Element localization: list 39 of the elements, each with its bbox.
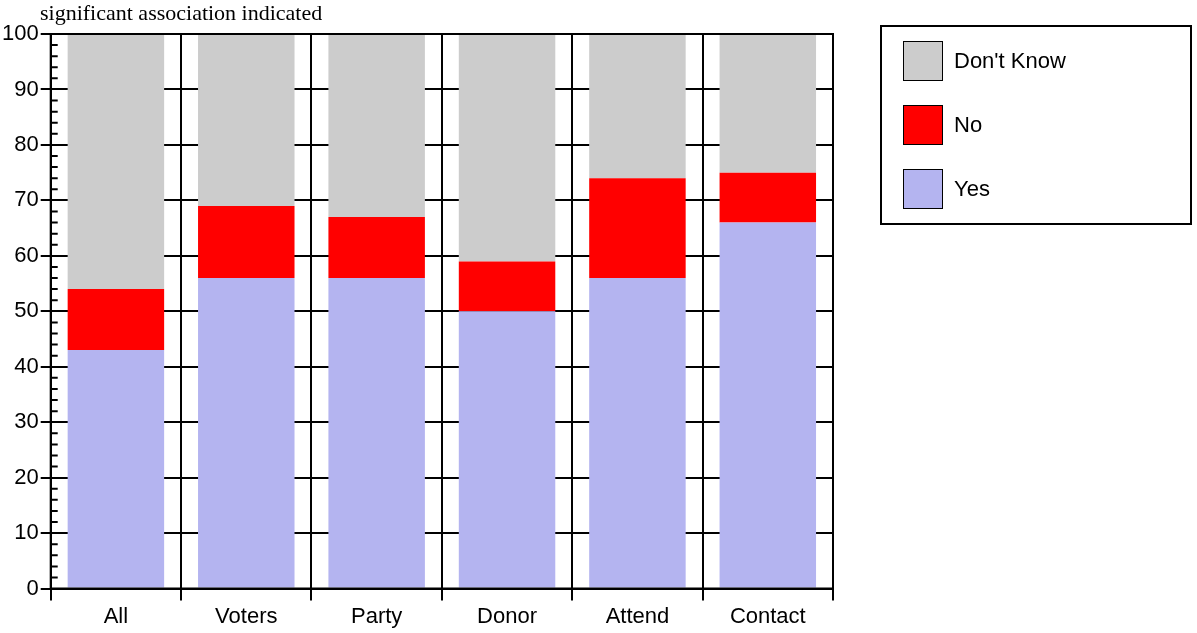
y-tick-label: 0 (26, 574, 39, 600)
y-tick-label: 10 (14, 519, 39, 545)
x-tick-label: Attend (605, 602, 670, 628)
bar (67, 350, 165, 588)
bar (719, 34, 817, 173)
bar (719, 172, 817, 223)
y-tick-label: 40 (14, 352, 39, 378)
bar (458, 311, 556, 588)
bar (589, 34, 686, 179)
bar (328, 34, 425, 218)
bar (589, 178, 686, 279)
x-tick-label: Donor (477, 602, 538, 628)
legend-label: No (954, 112, 983, 138)
legend-label: Yes (954, 176, 990, 202)
bar (458, 34, 556, 262)
y-tick-label: 100 (1, 20, 39, 46)
bar (198, 205, 295, 279)
bar (328, 278, 425, 588)
bar (719, 222, 817, 588)
legend-label: Don't Know (954, 48, 1066, 74)
y-tick-label: 80 (14, 130, 39, 156)
bar (198, 34, 295, 206)
bar (328, 217, 425, 279)
x-tick-label: Voters (215, 602, 278, 628)
y-tick-label: 30 (14, 408, 39, 434)
text: significant association indicated (40, 0, 323, 26)
x-tick-label: Contact (729, 602, 806, 628)
bar (589, 278, 686, 588)
y-tick-label: 20 (14, 463, 39, 489)
y-tick-label: 60 (14, 241, 39, 267)
x-tick-label: Party (350, 602, 403, 628)
x-tick-label: All (103, 602, 129, 628)
bar (67, 34, 165, 290)
y-tick-label: 70 (14, 186, 39, 212)
bar (67, 289, 165, 351)
y-tick-label: 50 (14, 297, 39, 323)
y-tick-label: 90 (14, 75, 39, 101)
bar (198, 278, 295, 588)
bar (458, 261, 556, 312)
